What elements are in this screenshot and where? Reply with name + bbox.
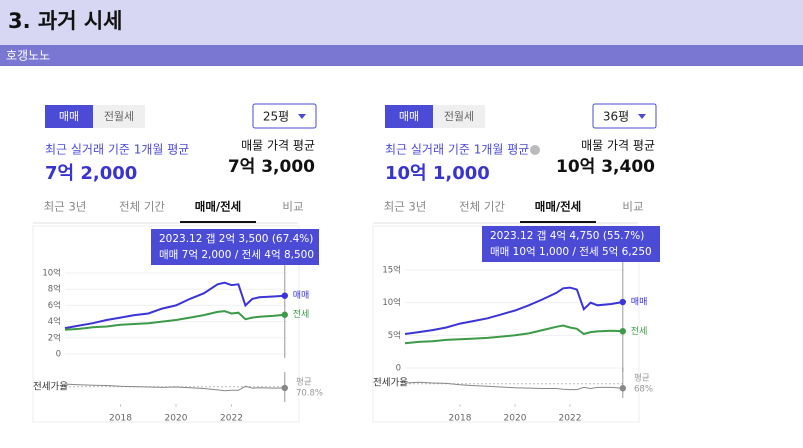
average-title: 평균 bbox=[296, 377, 312, 388]
chart-card bbox=[32, 225, 300, 423]
size-dropdown[interactable] bbox=[252, 103, 317, 129]
y-tick-label: 10억 bbox=[382, 297, 401, 308]
help-icon bbox=[530, 145, 540, 155]
tab[interactable]: 매매/전세 bbox=[195, 200, 242, 214]
recent-value: 10억 1,000 bbox=[385, 163, 490, 184]
recent-label: 최근 실거래 기준 1개월 평균 bbox=[385, 143, 529, 157]
brand-bar bbox=[0, 45, 803, 66]
recent-value: 7억 2,000 bbox=[45, 163, 137, 184]
toggle-label: 전월세 bbox=[104, 110, 134, 123]
size-dropdown[interactable] bbox=[592, 103, 657, 129]
series-line bbox=[404, 286, 623, 335]
y-tick-label: 0 bbox=[56, 350, 61, 360]
average-label: 70.8% bbox=[296, 389, 323, 399]
tooltip-text: 매매 10억 1,000 / 전세 5억 6,250 bbox=[490, 246, 652, 258]
series-label: 매매 bbox=[293, 290, 310, 301]
y-tick-label: 5억 bbox=[388, 330, 401, 341]
y-tick-label: 6억 bbox=[48, 300, 61, 311]
series-label: 매매 bbox=[631, 297, 648, 308]
x-tick-label: 2018 bbox=[109, 414, 132, 424]
x-tick-label: 2020 bbox=[165, 414, 188, 424]
page-title: 3. 과거 시세 bbox=[8, 9, 123, 33]
size-label: 25평 bbox=[263, 110, 289, 124]
ratio-title: 전세가율 bbox=[33, 382, 68, 393]
toggle-off[interactable] bbox=[433, 105, 485, 128]
toggle-off[interactable] bbox=[93, 105, 145, 128]
average-title: 평균 bbox=[634, 373, 650, 384]
end-dot bbox=[619, 298, 626, 306]
series-line bbox=[64, 281, 285, 330]
end-dot bbox=[619, 328, 626, 335]
series-label: 전세 bbox=[293, 309, 310, 320]
tab[interactable]: 최근 3년 bbox=[44, 200, 87, 214]
tooltip-text: 매매 7억 2,000 / 전세 4억 8,500 bbox=[159, 249, 314, 261]
y-tick-label: 10억 bbox=[42, 268, 61, 279]
end-dot bbox=[281, 311, 288, 318]
tab[interactable]: 매매/전세 bbox=[535, 200, 582, 214]
listing-value: 7억 3,000 bbox=[228, 157, 315, 177]
tab[interactable]: 비교 bbox=[282, 200, 303, 214]
y-tick-label: 2억 bbox=[48, 332, 61, 343]
tab[interactable]: 전체 기간 bbox=[459, 200, 505, 214]
x-tick-label: 2022 bbox=[220, 414, 243, 424]
y-tick-label: 4억 bbox=[48, 316, 61, 327]
tab[interactable]: 전체 기간 bbox=[119, 200, 165, 214]
listing-label: 매물 가격 평균 bbox=[581, 139, 655, 153]
toggle-on[interactable] bbox=[385, 105, 433, 128]
dropdown-arrow bbox=[298, 114, 306, 119]
end-dot bbox=[281, 384, 288, 392]
tab[interactable]: 최근 3년 bbox=[384, 200, 427, 214]
end-dot bbox=[281, 292, 288, 299]
toggle-on[interactable] bbox=[45, 105, 93, 128]
brand: 호갱노노 bbox=[6, 49, 50, 63]
recent-label: 최근 실거래 기준 1개월 평균 bbox=[45, 143, 189, 157]
series-line bbox=[404, 381, 623, 391]
end-dot bbox=[619, 385, 626, 392]
size-label: 36평 bbox=[603, 110, 629, 124]
y-tick-label: 0 bbox=[396, 364, 401, 374]
dropdown-arrow bbox=[638, 114, 646, 119]
tooltip-text: 2023.12 갭 4억 4,750 (55.7%) bbox=[490, 230, 644, 242]
toggle-label: 매매 bbox=[399, 110, 419, 123]
series-line bbox=[64, 310, 285, 331]
tooltip-text: 2023.12 갭 2억 3,500 (67.4%) bbox=[159, 233, 313, 245]
x-tick-label: 2022 bbox=[559, 414, 582, 424]
series-line bbox=[64, 383, 285, 392]
tab[interactable]: 비교 bbox=[622, 200, 643, 214]
toggle-label: 전월세 bbox=[444, 110, 474, 123]
ratio-title: 전세가율 bbox=[373, 378, 408, 389]
toggle-label: 매매 bbox=[59, 110, 79, 123]
tooltip bbox=[482, 226, 660, 262]
x-tick-label: 2020 bbox=[504, 414, 527, 424]
header-band bbox=[0, 0, 803, 45]
listing-label: 매물 가격 평균 bbox=[241, 139, 315, 153]
y-tick-label: 15억 bbox=[382, 265, 401, 276]
listing-value: 10억 3,400 bbox=[556, 157, 655, 177]
series-label: 전세 bbox=[631, 326, 648, 337]
y-tick-label: 8억 bbox=[48, 284, 61, 295]
series-line bbox=[404, 324, 623, 345]
tooltip bbox=[151, 229, 319, 265]
x-tick-label: 2018 bbox=[449, 414, 472, 424]
average-label: 68% bbox=[634, 385, 653, 395]
